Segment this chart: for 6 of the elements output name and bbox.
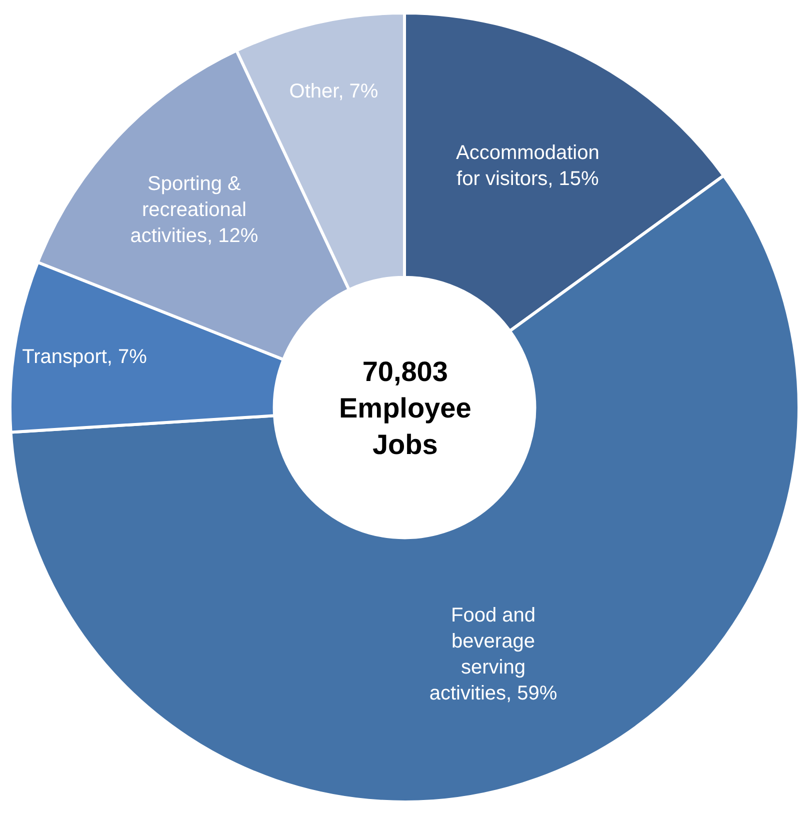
slice-label: Food and beverage serving activities, 59% — [429, 604, 558, 704]
slice-label: Transport, 7% — [22, 346, 148, 368]
slice-label: Other, 7% — [289, 80, 378, 102]
slice-label: Accommodation for visitors, 15% — [456, 142, 600, 190]
slice-label: Sporting & recreational activities, 12% — [130, 173, 258, 248]
text: 70,803 Employee Jobs — [339, 356, 472, 460]
